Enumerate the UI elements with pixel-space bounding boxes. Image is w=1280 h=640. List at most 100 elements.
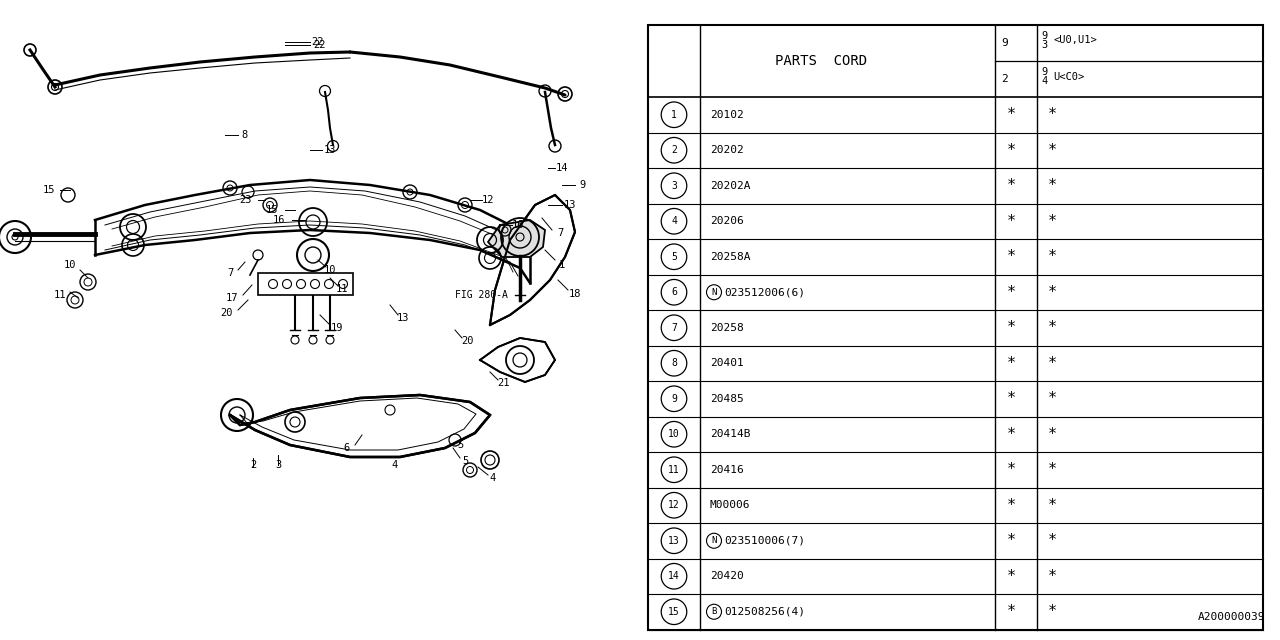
Text: 11: 11 xyxy=(54,290,67,300)
Text: 21: 21 xyxy=(497,378,509,388)
Text: *: * xyxy=(1047,320,1056,335)
Text: 14: 14 xyxy=(668,572,680,581)
Text: 7: 7 xyxy=(557,228,563,238)
Text: 2: 2 xyxy=(250,460,256,470)
Text: 20420: 20420 xyxy=(710,572,744,581)
Text: *: * xyxy=(1047,604,1056,620)
Text: *: * xyxy=(1047,533,1056,548)
Text: 16: 16 xyxy=(273,215,285,225)
Text: 1: 1 xyxy=(671,109,677,120)
Text: 8: 8 xyxy=(671,358,677,368)
Text: *: * xyxy=(1047,143,1056,157)
Bar xyxy=(648,25,1263,630)
Text: *: * xyxy=(1007,108,1016,122)
Text: 5: 5 xyxy=(457,440,463,450)
Text: 9: 9 xyxy=(579,180,585,190)
Text: 13: 13 xyxy=(563,200,576,210)
Text: *: * xyxy=(1047,391,1056,406)
Text: 7: 7 xyxy=(671,323,677,333)
Text: *: * xyxy=(1047,285,1056,300)
Text: N: N xyxy=(712,288,717,297)
Text: *: * xyxy=(1007,179,1016,193)
Text: <U0,U1>: <U0,U1> xyxy=(1053,35,1097,45)
Text: 9: 9 xyxy=(1041,31,1047,41)
Text: 13: 13 xyxy=(324,145,337,155)
Text: *: * xyxy=(1007,320,1016,335)
Text: *: * xyxy=(1007,143,1016,157)
Text: 4: 4 xyxy=(671,216,677,227)
Text: 10: 10 xyxy=(324,265,337,275)
Text: *: * xyxy=(1047,427,1056,442)
Text: 023512006(6): 023512006(6) xyxy=(724,287,805,297)
Text: *: * xyxy=(1007,427,1016,442)
Text: 12: 12 xyxy=(668,500,680,510)
Text: *: * xyxy=(1007,356,1016,371)
Text: 11: 11 xyxy=(335,284,348,294)
Text: 3: 3 xyxy=(671,180,677,191)
Text: *: * xyxy=(1007,462,1016,477)
Text: 11: 11 xyxy=(668,465,680,475)
Text: 6: 6 xyxy=(344,443,349,453)
Text: 5: 5 xyxy=(462,456,468,466)
Text: 9: 9 xyxy=(1001,38,1007,48)
Text: *: * xyxy=(1047,249,1056,264)
Text: 20: 20 xyxy=(220,308,233,318)
Text: M00006: M00006 xyxy=(710,500,750,510)
Text: 15: 15 xyxy=(265,205,278,215)
Text: 10: 10 xyxy=(668,429,680,439)
Text: 20416: 20416 xyxy=(710,465,744,475)
Text: 6: 6 xyxy=(671,287,677,297)
Text: *: * xyxy=(1047,462,1056,477)
Text: 12: 12 xyxy=(481,195,494,205)
Text: *: * xyxy=(1007,249,1016,264)
Text: *: * xyxy=(1007,569,1016,584)
Text: *: * xyxy=(1007,391,1016,406)
Text: N: N xyxy=(712,536,717,545)
Text: *: * xyxy=(1047,356,1056,371)
Text: 3: 3 xyxy=(275,460,282,470)
Text: FIG 280-A: FIG 280-A xyxy=(454,290,508,300)
Text: 20: 20 xyxy=(461,336,474,346)
Text: 17: 17 xyxy=(225,293,238,303)
Text: *: * xyxy=(1007,533,1016,548)
Text: B: B xyxy=(712,607,717,616)
Text: 9: 9 xyxy=(1041,67,1047,77)
Text: 20401: 20401 xyxy=(710,358,744,368)
Text: 20258: 20258 xyxy=(710,323,744,333)
Text: 20102: 20102 xyxy=(710,109,744,120)
Polygon shape xyxy=(95,180,530,283)
Text: *: * xyxy=(1007,214,1016,228)
Text: 20485: 20485 xyxy=(710,394,744,404)
Text: 19: 19 xyxy=(330,323,343,333)
Text: *: * xyxy=(1047,214,1056,228)
Polygon shape xyxy=(490,195,575,325)
Text: 3: 3 xyxy=(1041,40,1047,50)
Text: 15: 15 xyxy=(42,185,55,195)
Text: 1: 1 xyxy=(559,260,566,270)
Text: U<C0>: U<C0> xyxy=(1053,72,1084,82)
Text: *: * xyxy=(1047,108,1056,122)
Text: *: * xyxy=(1007,285,1016,300)
Text: 10: 10 xyxy=(64,260,76,270)
Text: 8: 8 xyxy=(242,130,248,140)
Text: A200000039: A200000039 xyxy=(1198,612,1265,622)
Polygon shape xyxy=(230,395,490,457)
Text: 15: 15 xyxy=(668,607,680,617)
Text: 22: 22 xyxy=(314,40,325,50)
Text: 4: 4 xyxy=(490,473,497,483)
Text: 20414B: 20414B xyxy=(710,429,750,439)
Text: *: * xyxy=(1047,498,1056,513)
Text: 20202: 20202 xyxy=(710,145,744,156)
Text: 2: 2 xyxy=(671,145,677,156)
Text: *: * xyxy=(1007,604,1016,620)
Polygon shape xyxy=(488,220,545,257)
Text: 4: 4 xyxy=(392,460,398,470)
Text: PARTS  CORD: PARTS CORD xyxy=(776,54,868,68)
Text: 16: 16 xyxy=(512,220,525,230)
Text: 20258A: 20258A xyxy=(710,252,750,262)
Text: 18: 18 xyxy=(568,289,581,299)
Text: *: * xyxy=(1047,569,1056,584)
Text: 012508256(4): 012508256(4) xyxy=(724,607,805,617)
Text: 9: 9 xyxy=(671,394,677,404)
Text: 23: 23 xyxy=(239,195,252,205)
